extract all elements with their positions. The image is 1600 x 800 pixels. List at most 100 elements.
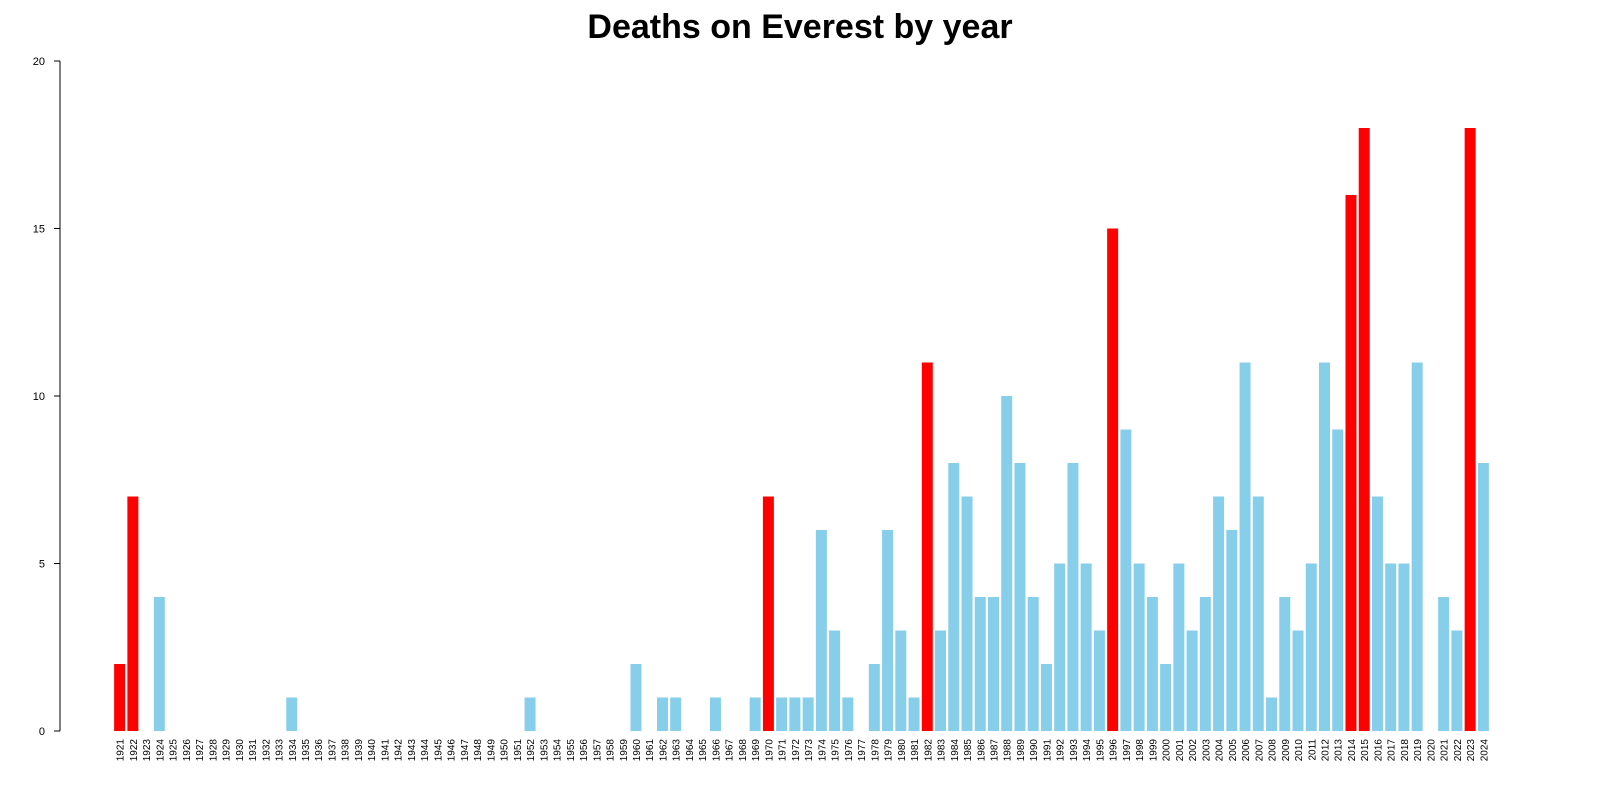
x-tick-label-1970: 1970 [764,739,775,762]
bar-1971 [776,697,788,731]
x-tick-label-1926: 1926 [182,739,193,762]
x-tick-label-1965: 1965 [698,739,709,762]
bar-1975 [829,630,841,731]
bar-1997 [1120,429,1132,731]
bar-2023 [1464,128,1476,731]
x-tick-label-1949: 1949 [486,739,497,762]
x-tick-label-1989: 1989 [1016,739,1027,762]
bar-1989 [1014,463,1026,731]
x-tick-label-1995: 1995 [1095,739,1106,762]
x-tick-label-1963: 1963 [672,739,683,762]
x-tick-label-1979: 1979 [884,739,895,762]
x-tick-label-1922: 1922 [129,739,140,762]
x-tick-label-1973: 1973 [804,739,815,762]
x-tick-label-1951: 1951 [513,739,524,762]
bar-2007 [1252,496,1264,731]
bar-2005 [1226,530,1238,731]
x-tick-label-1923: 1923 [142,739,153,762]
x-tick-label-1971: 1971 [778,739,789,762]
x-tick-label-1931: 1931 [248,739,259,762]
x-tick-label-1948: 1948 [473,739,484,762]
x-tick-label-2021: 2021 [1440,739,1451,762]
x-tick-label-1964: 1964 [685,739,696,762]
x-tick-label-1990: 1990 [1029,739,1040,762]
x-tick-label-2009: 2009 [1281,739,1292,762]
y-tick-label: 5 [39,559,45,571]
x-tick-label-1952: 1952 [526,739,537,762]
x-tick-label-2007: 2007 [1254,739,1265,762]
x-tick-label-1932: 1932 [261,739,272,762]
bar-1992 [1054,563,1066,731]
x-tick-label-2017: 2017 [1387,739,1398,762]
bar-2011 [1305,563,1317,731]
x-tick-label-1958: 1958 [606,739,617,762]
x-tick-label-1930: 1930 [235,739,246,762]
bar-1991 [1040,664,1052,731]
bar-1970 [762,496,774,731]
bar-1995 [1093,630,1105,731]
bar-1952 [524,697,536,731]
x-tick-label-1955: 1955 [566,739,577,762]
bar-1982 [921,362,933,731]
bar-1924 [153,597,165,731]
x-tick-label-1961: 1961 [645,739,656,762]
bar-2021 [1438,597,1450,731]
x-tick-label-2008: 2008 [1268,739,1279,762]
bar-2002 [1186,630,1198,731]
x-tick-label-2012: 2012 [1321,739,1332,762]
bar-1993 [1067,463,1079,731]
x-tick-label-2003: 2003 [1201,739,1212,762]
x-tick-label-2010: 2010 [1294,739,1305,762]
x-tick-label-1986: 1986 [976,739,987,762]
x-tick-label-2018: 2018 [1400,739,1411,762]
bar-2001 [1173,563,1185,731]
bar-2022 [1451,630,1463,731]
x-tick-label-1967: 1967 [725,739,736,762]
x-tick-label-1927: 1927 [195,739,206,762]
bar-2015 [1358,128,1370,731]
x-tick-label-1972: 1972 [791,739,802,762]
x-tick-label-1994: 1994 [1082,739,1093,762]
bar-2010 [1292,630,1304,731]
x-tick-label-1975: 1975 [831,739,842,762]
x-tick-label-1937: 1937 [327,739,338,762]
bar-1988 [1001,396,1013,731]
bar-2012 [1319,362,1330,731]
bar-2017 [1385,563,1397,731]
bar-1996 [1107,228,1119,731]
y-tick-label: 0 [39,726,45,738]
x-tick-label-1941: 1941 [380,739,391,762]
x-tick-label-2000: 2000 [1162,739,1173,762]
bar-1999 [1146,597,1158,731]
x-tick-label-2002: 2002 [1188,739,1199,762]
bar-2024 [1477,463,1489,731]
bar-1921 [114,664,126,731]
x-tick-label-1942: 1942 [394,739,405,762]
bar-1994 [1080,563,1092,731]
x-tick-label-1957: 1957 [592,739,603,762]
x-tick-label-1953: 1953 [539,739,550,762]
x-tick-label-1968: 1968 [738,739,749,762]
bar-1979 [882,530,894,731]
x-tick-label-1974: 1974 [817,739,828,762]
bar-1960 [630,664,642,731]
x-tick-label-1991: 1991 [1042,739,1053,762]
bar-2004 [1213,496,1225,731]
bar-1922 [127,496,139,731]
bar-2009 [1279,597,1291,731]
y-axis: 0 5 10 15 20 [33,56,61,738]
bars-group [114,128,1489,731]
bar-1973 [802,697,814,731]
x-tick-label-1924: 1924 [155,739,166,762]
x-tick-label-2023: 2023 [1466,739,1477,762]
x-tick-label-2014: 2014 [1347,739,1358,762]
x-tick-label-1936: 1936 [314,739,325,762]
x-tick-label-1921: 1921 [116,739,127,762]
bar-1980 [895,630,907,731]
x-tick-label-1933: 1933 [275,739,286,762]
bar-1987 [987,597,999,731]
x-tick-label-2019: 2019 [1413,739,1424,762]
x-tick-label-1992: 1992 [1056,739,1067,762]
x-tick-label-1977: 1977 [857,739,868,762]
x-tick-label-1935: 1935 [301,739,312,762]
